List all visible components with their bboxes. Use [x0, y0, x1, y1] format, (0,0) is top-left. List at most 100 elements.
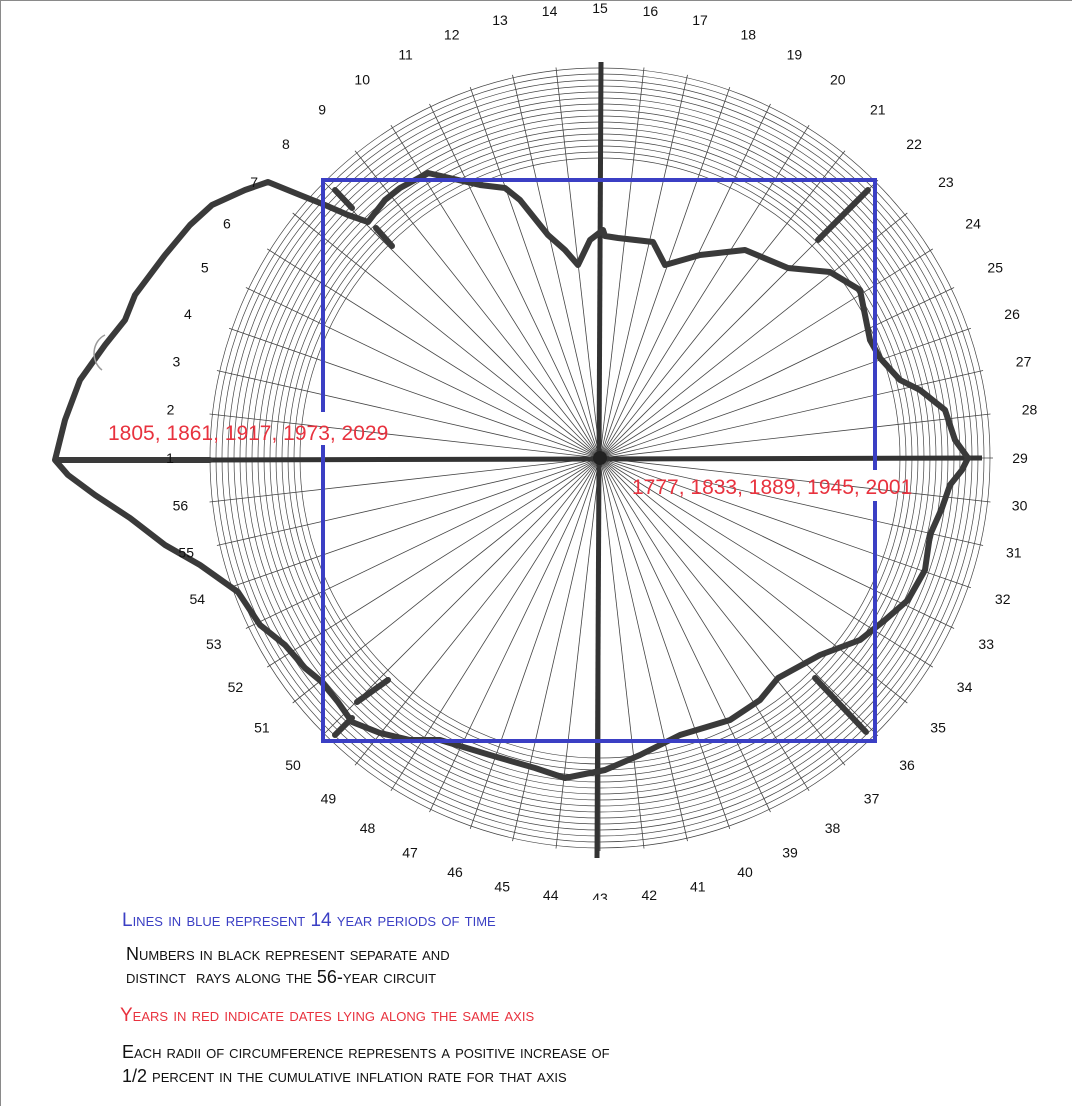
ray-label-20: 20: [830, 72, 846, 88]
ray-21: [599, 150, 846, 459]
ray-label-33: 33: [978, 636, 994, 652]
ray-label-9: 9: [318, 102, 326, 118]
inflation-curve-bump: [93, 334, 106, 371]
ray-9: [354, 150, 601, 459]
ray-label-28: 28: [1022, 402, 1038, 418]
ray-5: [245, 287, 601, 459]
diagonal-marker-8: [332, 187, 355, 211]
ray-41: [599, 457, 688, 842]
ray-31: [599, 457, 984, 546]
diagonal-marker-7: [373, 225, 395, 249]
ray-28: [599, 413, 991, 459]
ray-label-38: 38: [825, 820, 841, 836]
main-axes: [209, 61, 983, 859]
legend-radii-line-2: 1/2 percent in the cumulative inflation …: [122, 1066, 567, 1086]
ray-30: [599, 457, 991, 503]
ray-label-41: 41: [690, 879, 706, 895]
ray-37: [599, 457, 846, 766]
ray-label-42: 42: [642, 887, 658, 900]
ray-label-19: 19: [787, 46, 803, 62]
legend-black-line-1: Numbers in black represent separate and: [126, 944, 450, 964]
ray-label-47: 47: [402, 845, 418, 861]
ray-47: [429, 457, 601, 813]
legend-red-years: Years in red indicate dates lying along …: [120, 1005, 535, 1026]
ray-label-22: 22: [906, 136, 922, 152]
ray-label-27: 27: [1016, 353, 1032, 369]
ray-4: [228, 327, 601, 459]
ray-label-5: 5: [201, 260, 209, 276]
ray-label-52: 52: [228, 679, 244, 695]
ray-26: [599, 327, 972, 459]
legend-radii-line-1: Each radii of circumference represents a…: [122, 1042, 610, 1062]
ray-label-11: 11: [398, 46, 413, 62]
ray-label-43: 43: [592, 890, 608, 900]
ray-label-44: 44: [543, 887, 559, 900]
ray-label-21: 21: [870, 102, 886, 118]
ray-45: [512, 457, 601, 842]
ray-2: [209, 413, 601, 459]
ray-50: [321, 457, 601, 737]
ray-7: [292, 212, 601, 459]
center-hub: [593, 451, 607, 465]
ray-49: [354, 457, 601, 766]
ray-44: [555, 457, 601, 849]
ray-label-17: 17: [692, 12, 708, 28]
ray-54: [228, 457, 601, 589]
ray-19: [599, 103, 771, 459]
diagonal-marker-50: [332, 715, 355, 738]
ray-53: [245, 457, 601, 629]
diagonal-marker-36: [812, 675, 869, 735]
ray-label-4: 4: [184, 306, 192, 322]
ray-34: [599, 457, 934, 668]
ray-label-46: 46: [447, 864, 463, 880]
ray-label-50: 50: [285, 757, 301, 773]
ray-label-6: 6: [223, 216, 231, 232]
ray-label-16: 16: [643, 3, 659, 19]
ray-label-10: 10: [354, 72, 370, 88]
ray-label-48: 48: [360, 820, 376, 836]
ray-label-30: 30: [1012, 497, 1028, 513]
ray-label-51: 51: [254, 720, 270, 736]
ray-label-37: 37: [864, 791, 880, 807]
ray-label-25: 25: [987, 260, 1003, 276]
ray-label-29: 29: [1012, 450, 1028, 466]
ray-label-2: 2: [167, 402, 175, 418]
ray-8: [321, 179, 601, 459]
ray-32: [599, 457, 972, 589]
ray-label-55: 55: [178, 544, 194, 560]
ray-56: [209, 457, 601, 503]
legend-blue-lines: Lines in blue represent 14 year periods …: [122, 910, 496, 931]
diagonal-marker-22: [815, 187, 871, 243]
ray-label-12: 12: [444, 26, 460, 42]
ray-label-13: 13: [492, 12, 508, 28]
ray-label-3: 3: [173, 353, 181, 369]
inflation-curve: [52, 170, 971, 781]
year-label-right: 1777, 1833, 1889, 1945, 2001: [632, 476, 912, 499]
ray-51: [292, 457, 601, 704]
ray-label-36: 36: [899, 757, 915, 773]
diagonal-marker-51: [354, 677, 391, 705]
ray-38: [599, 457, 810, 792]
ray-16: [599, 67, 645, 459]
ray-36: [599, 457, 879, 737]
ray-27: [599, 370, 984, 459]
ray-42: [599, 457, 645, 849]
ray-12: [469, 86, 601, 459]
ray-40: [599, 457, 731, 830]
ray-55: [216, 457, 601, 546]
ray-label-23: 23: [938, 174, 954, 190]
ray-label-31: 31: [1006, 544, 1022, 560]
ray-label-8: 8: [282, 136, 290, 152]
ray-label-1: 1: [166, 450, 174, 466]
ray-label-53: 53: [206, 636, 222, 652]
ray-label-26: 26: [1004, 306, 1020, 322]
legend-black-numbers: Numbers in black represent separate and …: [126, 943, 450, 989]
ray-25: [599, 287, 955, 459]
ray-label-56: 56: [173, 497, 189, 513]
ray-46: [469, 457, 601, 830]
ray-label-35: 35: [930, 720, 946, 736]
ray-label-45: 45: [494, 879, 510, 895]
ray-13: [512, 74, 601, 459]
